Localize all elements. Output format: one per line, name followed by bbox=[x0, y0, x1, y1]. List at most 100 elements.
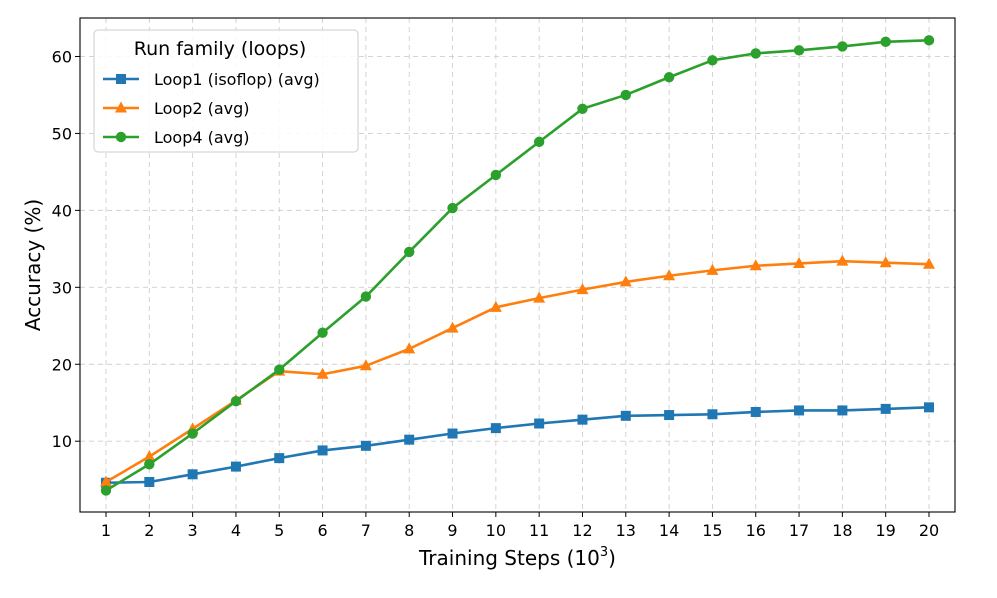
data-point bbox=[490, 423, 501, 434]
data-point bbox=[317, 445, 328, 456]
legend-label: Loop1 (isoflop) (avg) bbox=[154, 70, 320, 89]
data-point bbox=[880, 36, 891, 48]
data-point bbox=[620, 89, 631, 101]
x-axis: 1 2 3 4 5 6 7 8 9 10 11 12 13 14 15 16 17 18 19 20 bbox=[101, 512, 939, 540]
data-point bbox=[403, 342, 416, 354]
data-point bbox=[230, 461, 241, 472]
data-point bbox=[359, 359, 372, 371]
data-point bbox=[489, 300, 502, 312]
data-point bbox=[317, 327, 328, 338]
plot-area-frame bbox=[79, 17, 956, 513]
x-tick-label: 12 bbox=[572, 521, 592, 540]
data-point bbox=[837, 405, 848, 416]
legend-entry: Loop2 (avg) bbox=[103, 99, 250, 118]
data-point bbox=[446, 321, 459, 333]
legend-title: Run family (loops) bbox=[134, 38, 306, 60]
legend-entries: Loop1 (isoflop) (avg) Loop2 (avg) Loop4 (a… bbox=[103, 70, 320, 147]
data-point bbox=[404, 246, 415, 258]
x-axis-label-close: ) bbox=[608, 546, 616, 570]
x-tick-label: 5 bbox=[274, 521, 284, 540]
legend-marker bbox=[115, 101, 127, 113]
legend-entry: Loop4 (avg) bbox=[103, 128, 250, 147]
data-point bbox=[879, 256, 892, 268]
data-point bbox=[923, 35, 935, 46]
x-tick-label: 16 bbox=[746, 521, 766, 540]
data-point bbox=[274, 453, 285, 464]
legend-label: Loop2 (avg) bbox=[154, 99, 250, 118]
x-tick-label: 17 bbox=[789, 521, 809, 540]
x-tick-label: 11 bbox=[529, 521, 549, 540]
y-axis-label: Accuracy (%) bbox=[21, 199, 45, 331]
data-point bbox=[274, 364, 285, 375]
data-point bbox=[534, 418, 545, 429]
series-line bbox=[105, 39, 930, 492]
data-point bbox=[837, 41, 848, 52]
data-point bbox=[490, 169, 502, 181]
series-3 bbox=[100, 35, 935, 496]
data-point bbox=[533, 136, 545, 148]
series-layer bbox=[99, 35, 936, 496]
x-tick-label: 19 bbox=[876, 521, 896, 540]
data-point bbox=[664, 410, 675, 421]
data-point bbox=[360, 440, 371, 451]
x-axis-label-superscript: 3 bbox=[600, 545, 608, 560]
data-point bbox=[706, 263, 719, 275]
data-point bbox=[750, 406, 761, 417]
data-point bbox=[533, 291, 546, 303]
data-point bbox=[577, 414, 588, 425]
y-tick-label: 30 bbox=[52, 278, 72, 297]
x-tick-label: 1 bbox=[101, 521, 111, 540]
data-point bbox=[447, 202, 458, 214]
data-point bbox=[99, 475, 112, 487]
x-tick-label: 4 bbox=[231, 521, 241, 540]
y-tick-label: 20 bbox=[52, 355, 72, 374]
legend-marker bbox=[116, 74, 126, 84]
legend-marker bbox=[115, 131, 127, 143]
x-axis-label: Training Steps (103) bbox=[418, 545, 616, 570]
data-point bbox=[187, 469, 198, 480]
x-tick-label: 18 bbox=[832, 521, 852, 540]
data-point bbox=[836, 254, 849, 266]
y-axis: 10 20 30 40 50 60 bbox=[52, 47, 80, 451]
x-tick-label: 10 bbox=[486, 521, 506, 540]
data-point bbox=[360, 291, 372, 302]
data-point bbox=[663, 269, 676, 281]
x-tick-label: 20 bbox=[919, 521, 939, 540]
x-tick-label: 13 bbox=[616, 521, 636, 540]
y-tick-label: 10 bbox=[52, 432, 72, 451]
legend-entry: Loop1 (isoflop) (avg) bbox=[103, 70, 320, 89]
data-point bbox=[620, 410, 631, 421]
data-point bbox=[230, 395, 242, 407]
data-point bbox=[794, 405, 805, 416]
data-point bbox=[749, 259, 762, 271]
data-point bbox=[880, 403, 891, 414]
data-point bbox=[144, 476, 155, 487]
data-point bbox=[750, 48, 761, 59]
data-point bbox=[187, 428, 198, 439]
y-tick-label: 60 bbox=[52, 47, 72, 66]
data-point bbox=[447, 428, 458, 439]
data-point bbox=[576, 283, 589, 295]
data-point bbox=[316, 367, 329, 379]
series-line bbox=[105, 406, 930, 485]
data-point bbox=[793, 256, 806, 268]
x-tick-label: 15 bbox=[702, 521, 722, 540]
data-point bbox=[143, 450, 156, 462]
legend-box bbox=[93, 29, 359, 153]
x-tick-label: 7 bbox=[361, 521, 371, 540]
x-axis-label-text: Training Steps (10 bbox=[418, 546, 600, 570]
data-point bbox=[923, 257, 936, 269]
x-tick-label: 9 bbox=[447, 521, 457, 540]
x-tick-label: 6 bbox=[317, 521, 327, 540]
y-tick-label: 40 bbox=[52, 201, 72, 220]
x-tick-label: 8 bbox=[404, 521, 414, 540]
data-point bbox=[577, 103, 588, 114]
x-tick-label: 14 bbox=[659, 521, 679, 540]
data-point bbox=[793, 45, 805, 56]
x-tick-label: 2 bbox=[144, 521, 154, 540]
y-tick-label: 50 bbox=[52, 124, 72, 143]
data-point bbox=[144, 459, 155, 470]
data-point bbox=[707, 409, 718, 420]
data-point bbox=[100, 485, 112, 496]
data-point bbox=[707, 55, 718, 66]
